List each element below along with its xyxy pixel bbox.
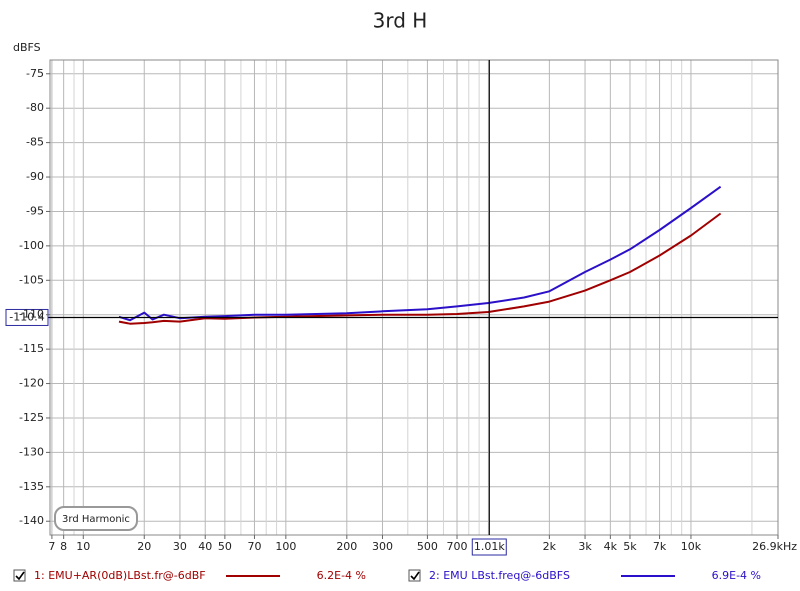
- y-tick-label: -140: [19, 514, 44, 527]
- x-tick-label: 40: [198, 540, 212, 553]
- x-tick-label: 4k: [604, 540, 618, 553]
- chart-title: 3rd H: [373, 9, 428, 33]
- series-line: [118, 212, 722, 325]
- cursor-x-label: 1.01k: [474, 540, 505, 553]
- legend-checkmark: [410, 571, 420, 581]
- axis-labels: -75 -80 -85 -90 -95 -100 -105 -110 -115 -120 -125 -…: [19, 67, 797, 556]
- legend-checkbox: [13, 569, 26, 582]
- legend-value: 6.9E-4 %: [712, 569, 761, 582]
- y-tick-label: -100: [19, 239, 44, 252]
- legend-checkbox: [408, 569, 421, 582]
- cursor-x-box: [471, 538, 507, 556]
- annotation-text: 3rd Harmonic: [62, 514, 130, 525]
- annotation: 3rd Harmonic: [54, 506, 138, 531]
- x-tick-label: 7: [48, 540, 55, 553]
- legend-value: 6.2E-4 %: [317, 569, 366, 582]
- x-tick-label: 3k: [578, 540, 592, 553]
- y-tick-label: -80: [26, 101, 44, 114]
- series-lines: [118, 185, 722, 325]
- y-tick-label: -75: [26, 67, 44, 80]
- legend-checkmark: [15, 571, 25, 581]
- y-tick-label: -95: [26, 204, 44, 217]
- y-tick-label: -105: [19, 273, 44, 286]
- y-tick-label: -115: [19, 342, 44, 355]
- cursor-y-label: -110.4: [9, 310, 44, 323]
- x-tick-label: 5k: [623, 540, 637, 553]
- x-tick-label: 7k: [653, 540, 667, 553]
- x-tick-label: 10: [76, 540, 90, 553]
- y-tick-label: -110: [19, 308, 44, 321]
- y-tick-label: -85: [26, 136, 44, 149]
- cursor: -110.4: [5, 60, 778, 535]
- x-tick-label: 200: [336, 540, 357, 553]
- x-tick-label: 8: [60, 540, 67, 553]
- x-tick-label: 70: [247, 540, 261, 553]
- x-tick-label: 10k: [681, 540, 702, 553]
- annotation-box: [54, 506, 138, 531]
- plot-border: [49, 59, 779, 536]
- legend: 1: EMU+AR(0dB)LBst.fr@-6dBF 6.2E-4 % 2: EM…: [13, 569, 761, 582]
- grid: [50, 60, 778, 535]
- cursor-y-box: [5, 308, 49, 326]
- legend-label: 2: EMU LBst.freq@-6dBFS: [429, 569, 570, 582]
- x-tick-label: 20: [137, 540, 151, 553]
- legend-label: 1: EMU+AR(0dB)LBst.fr@-6dBF: [34, 569, 206, 582]
- y-tick-label: -135: [19, 480, 44, 493]
- x-tick-label: 30: [173, 540, 187, 553]
- x-tick-label: 500: [417, 540, 438, 553]
- y-tick-label: -130: [19, 445, 44, 458]
- series-line: [118, 185, 722, 322]
- y-axis-label: dBFS: [13, 41, 41, 54]
- x-tick-label: 50: [218, 540, 232, 553]
- y-tick-label: -120: [19, 377, 44, 390]
- plot-background: [50, 60, 778, 535]
- x-tick-label: 300: [372, 540, 393, 553]
- x-tick-label: 2k: [543, 540, 557, 553]
- y-tick-label: -90: [26, 170, 44, 183]
- y-tick-label: -125: [19, 411, 44, 424]
- x-tick-label: 700: [447, 540, 468, 553]
- x-tick-label: 26.9kHz: [752, 540, 797, 553]
- x-tick-label: 100: [275, 540, 296, 553]
- plot-area: [50, 60, 778, 535]
